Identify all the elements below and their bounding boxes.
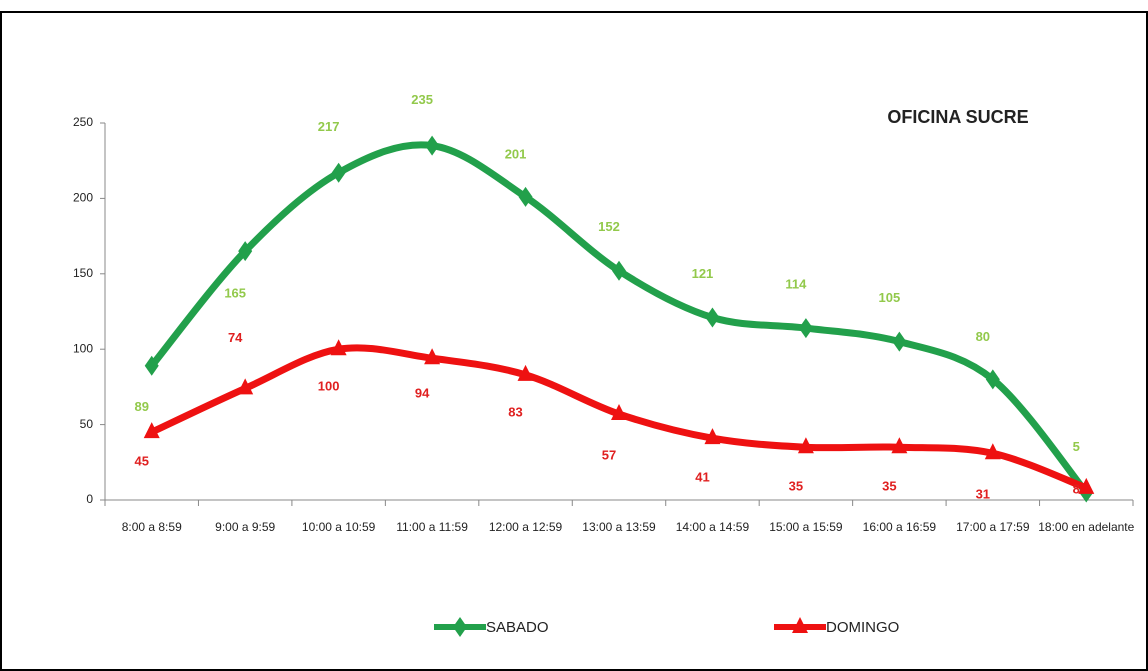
data-point [704,428,721,445]
data-label: 121 [692,266,714,281]
x-tick-label: 8:00 a 8:59 [122,520,182,534]
x-tick-label: 18:00 en adelante [1038,520,1134,534]
x-tick-label: 14:00 a 14:59 [676,520,750,534]
legend-marker [453,617,467,637]
y-tick-label: 0 [86,492,93,506]
data-label: 5 [1073,439,1080,454]
chart-border [0,11,1148,671]
data-point [143,422,160,439]
data-point [144,355,159,376]
data-label: 35 [789,479,803,494]
data-point [1078,477,1095,494]
data-point [797,437,814,454]
data-label: 105 [879,290,901,305]
data-label: 74 [228,330,243,345]
data-point [517,364,534,381]
data-point [612,260,626,281]
x-tick-label: 10:00 a 10:59 [302,520,376,534]
data-point [238,241,253,262]
data-point [985,369,1000,390]
data-point [424,348,441,365]
data-label: 201 [505,146,527,161]
data-label: 165 [224,286,246,301]
data-point [611,404,627,421]
data-point [892,331,907,352]
data-point [518,186,533,207]
data-label: 217 [318,119,340,134]
data-label: 35 [882,479,896,494]
data-point [798,318,813,339]
legend-marker [792,617,808,633]
data-label: 114 [785,277,807,292]
y-tick-label: 200 [73,191,93,205]
data-label: 80 [976,329,990,344]
data-label: 41 [695,470,709,485]
data-point [705,307,720,328]
data-label: 45 [134,454,148,469]
y-tick-label: 150 [73,266,93,280]
y-tick-label: 50 [80,417,94,431]
x-tick-label: 9:00 a 9:59 [215,520,275,534]
data-label: 152 [598,219,620,234]
data-label: 57 [602,447,616,462]
x-tick-label: 16:00 a 16:59 [863,520,937,534]
x-tick-label: 13:00 a 13:59 [582,520,656,534]
x-tick-label: 15:00 a 15:59 [769,520,843,534]
data-label: 100 [318,379,340,394]
data-label: 89 [134,399,148,414]
chart-title: OFICINA SUCRE [887,107,1028,127]
data-label: 94 [415,386,430,401]
data-point [331,162,346,183]
data-point [330,339,347,356]
data-label: 8 [1073,481,1080,496]
data-point [891,437,908,454]
legend-label: SABADO [486,619,549,636]
y-tick-label: 250 [73,115,93,129]
data-label: 83 [508,404,522,419]
x-tick-label: 11:00 a 11:59 [396,520,468,534]
x-tick-label: 12:00 a 12:59 [489,520,563,534]
legend-label: DOMINGO [826,619,899,636]
data-point [425,135,440,156]
data-label: 235 [411,92,433,107]
data-point [237,378,254,395]
data-label: 31 [976,487,990,502]
x-tick-label: 17:00 a 17:59 [956,520,1030,534]
y-tick-label: 100 [73,341,93,355]
data-point [984,443,1001,460]
